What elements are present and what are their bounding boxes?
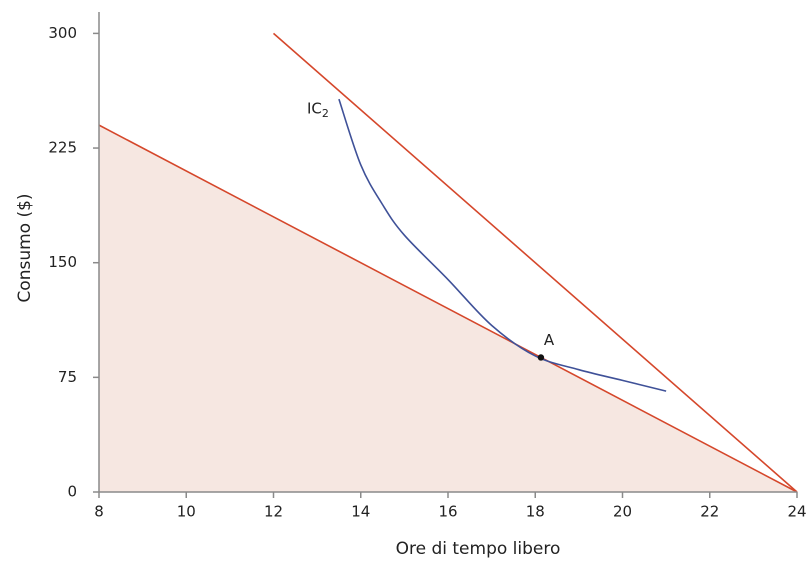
series-line: [98, 124, 798, 493]
series-line: [338, 98, 667, 392]
series-line: [272, 32, 798, 493]
x-tick-label: 20: [613, 503, 632, 521]
series-label: IC2: [307, 100, 329, 121]
y-tick-label: 0: [67, 483, 77, 501]
x-tick-label: 16: [438, 503, 457, 521]
x-tick-label: 18: [526, 503, 545, 521]
x-axis-label: Ore di tempo libero: [396, 539, 561, 559]
point: [537, 354, 545, 361]
point-label: A: [544, 331, 555, 349]
y-axis-label: Consumo ($): [15, 193, 35, 302]
x-tick-label: 10: [177, 503, 196, 521]
y-tick-label: 300: [48, 24, 77, 42]
x-tick-label: 24: [787, 503, 806, 521]
series-label-sub: 2: [322, 107, 329, 120]
y-tick-label: 225: [48, 139, 77, 157]
x-tick-label: 8: [94, 503, 104, 521]
y-tick-label: 150: [48, 253, 77, 271]
y-tick-label: 75: [58, 368, 77, 386]
x-tick-label: 12: [264, 503, 283, 521]
x-tick-label: 22: [700, 503, 719, 521]
plot: [98, 32, 798, 493]
x-tick-label: 14: [351, 503, 370, 521]
